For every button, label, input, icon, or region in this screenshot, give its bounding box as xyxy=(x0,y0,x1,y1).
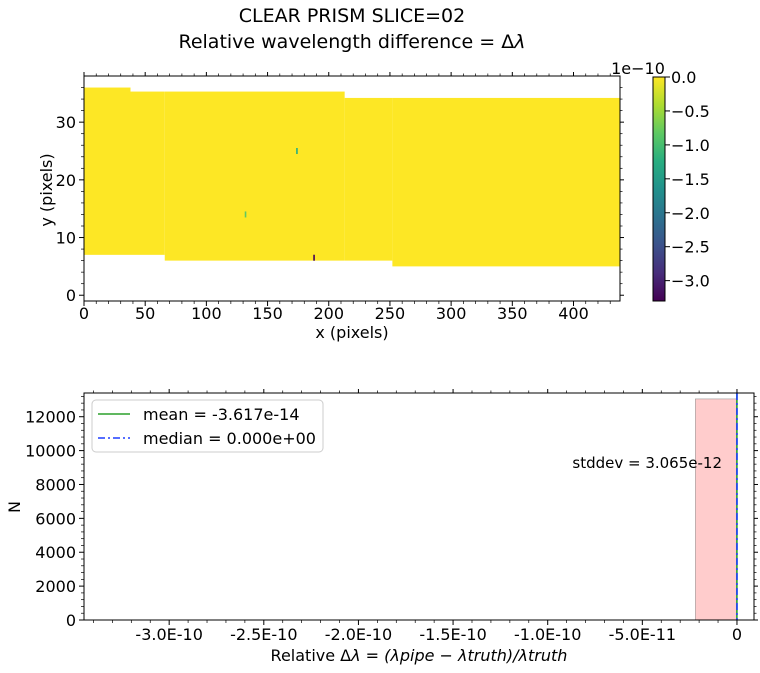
heatmap-x-tick-label: 400 xyxy=(558,304,589,323)
histogram-y-tick-label: 6000 xyxy=(35,509,76,528)
histogram-x-tick-label: -3.0E-10 xyxy=(135,625,202,644)
histogram-y-tick-label: 2000 xyxy=(35,577,76,596)
histogram-frame xyxy=(83,392,755,621)
heatmap-x-tick-label: 300 xyxy=(436,304,467,323)
colorbar-tick-label: −1.0 xyxy=(671,136,710,155)
heatmap-x-tick-label: 200 xyxy=(313,304,344,323)
colorbar-gradient xyxy=(652,76,666,302)
colorbar-tick-label: −1.5 xyxy=(671,170,710,189)
heatmap-x-tick-label: 150 xyxy=(252,304,283,323)
heatmap-y-tick-label: 10 xyxy=(56,229,76,248)
heatmap-region xyxy=(392,97,620,267)
colorbar-tick-label: −0.5 xyxy=(671,102,710,121)
histogram-x-tick-label: -1.0E-10 xyxy=(514,625,581,644)
figure-title-line1: CLEAR PRISM SLICE=02 xyxy=(239,5,465,27)
histogram-x-axis-label: Relative Δλ = (λpipe − λtruth)/λtruth xyxy=(271,646,568,665)
xlabel-prefix: Relative Δ xyxy=(271,646,352,665)
heatmap-x-tick-label: 250 xyxy=(375,304,406,323)
heatmap-x-tick-label: 0 xyxy=(79,304,89,323)
histogram-y-axis-label: N xyxy=(5,501,24,513)
heatmap-x-tick-label: 50 xyxy=(135,304,155,323)
heatmap-y-tick-label: 20 xyxy=(56,171,76,190)
title-line2-symbol: λ xyxy=(513,31,525,53)
heatmap-x-tick-label: 350 xyxy=(497,304,528,323)
histogram-panel: -3.0E-10 -2.5E-10 -2.0E-10 -1.5E-10 -1.0E-10… xyxy=(5,389,758,665)
heatmap-frame xyxy=(83,75,621,302)
histogram-bars xyxy=(695,398,738,621)
colorbar-tick-label: −3.0 xyxy=(671,272,710,291)
histogram-bar xyxy=(695,398,738,621)
heatmap-outlier-pixel xyxy=(244,211,247,218)
heatmap-y-tick-label: 30 xyxy=(56,113,76,132)
heatmap-image xyxy=(84,87,620,267)
histogram-y-tick-label: 4000 xyxy=(35,543,76,562)
legend-median-label: median = 0.000e+00 xyxy=(143,429,316,448)
heatmap-region xyxy=(84,87,131,255)
heatmap-outlier-pixel xyxy=(296,148,298,154)
colorbar: 1e−10 0.0 −0.5 −1.0 −1.5 −2.0 −2.5 −3.0 xyxy=(611,59,710,302)
colorbar-ticks: 0.0 −0.5 −1.0 −1.5 −2.0 −2.5 −3.0 xyxy=(665,68,710,291)
colorbar-tick-label: −2.0 xyxy=(671,204,710,223)
histogram-x-tick-label: 0 xyxy=(732,625,742,644)
histogram-y-tick-label: 8000 xyxy=(35,475,76,494)
histogram-x-ticks: -3.0E-10 -2.5E-10 -2.0E-10 -1.5E-10 -1.0E-10… xyxy=(93,389,742,644)
heatmap-outlier-pixel xyxy=(313,254,315,261)
histogram-x-tick-label: -5.0E-11 xyxy=(609,625,676,644)
heatmap-x-ticks: 0 50 100 150 200 250 300 350 400 xyxy=(79,72,611,323)
heatmap-region xyxy=(164,91,345,261)
histogram-x-tick-label: -2.0E-10 xyxy=(325,625,392,644)
xlabel-math: λ = (λpipe − λtruth)/λtruth xyxy=(350,646,567,665)
histogram-x-tick-label: -2.5E-10 xyxy=(230,625,297,644)
colorbar-offset-text: 1e−10 xyxy=(611,59,665,78)
legend-box xyxy=(91,399,324,453)
colorbar-tick-label: 0.0 xyxy=(671,68,696,87)
heatmap-y-tick-label: 0 xyxy=(66,286,76,305)
heatmap-region xyxy=(344,97,393,261)
legend-mean-label: mean = -3.617e-14 xyxy=(143,405,300,424)
histogram-y-tick-label: 10000 xyxy=(25,442,76,461)
heatmap-y-axis-label: y (pixels) xyxy=(37,153,56,226)
heatmap-region xyxy=(130,91,165,255)
histogram-legend: mean = -3.617e-14 median = 0.000e+00 xyxy=(91,399,324,453)
figure-title-line2: Relative wavelength difference = Δλ xyxy=(178,31,525,53)
heatmap-y-ticks: 0 10 20 30 xyxy=(56,87,624,305)
histogram-x-tick-label: -1.5E-10 xyxy=(419,625,486,644)
histogram-y-tick-label: 0 xyxy=(66,611,76,630)
colorbar-tick-label: −2.5 xyxy=(671,238,710,257)
heatmap-x-axis-label: x (pixels) xyxy=(315,323,388,342)
stddev-annotation: stddev = 3.065e-12 xyxy=(572,454,722,472)
heatmap-x-tick-label: 100 xyxy=(191,304,222,323)
histogram-y-tick-label: 12000 xyxy=(25,408,76,427)
heatmap-panel: 0 50 100 150 200 250 300 350 400 0 10 20 30 x (pixe… xyxy=(37,72,624,342)
histogram-y-ticks: 0 2000 4000 6000 8000 10000 12000 xyxy=(25,396,758,630)
title-line2-prefix: Relative wavelength difference = Δ xyxy=(178,31,514,53)
